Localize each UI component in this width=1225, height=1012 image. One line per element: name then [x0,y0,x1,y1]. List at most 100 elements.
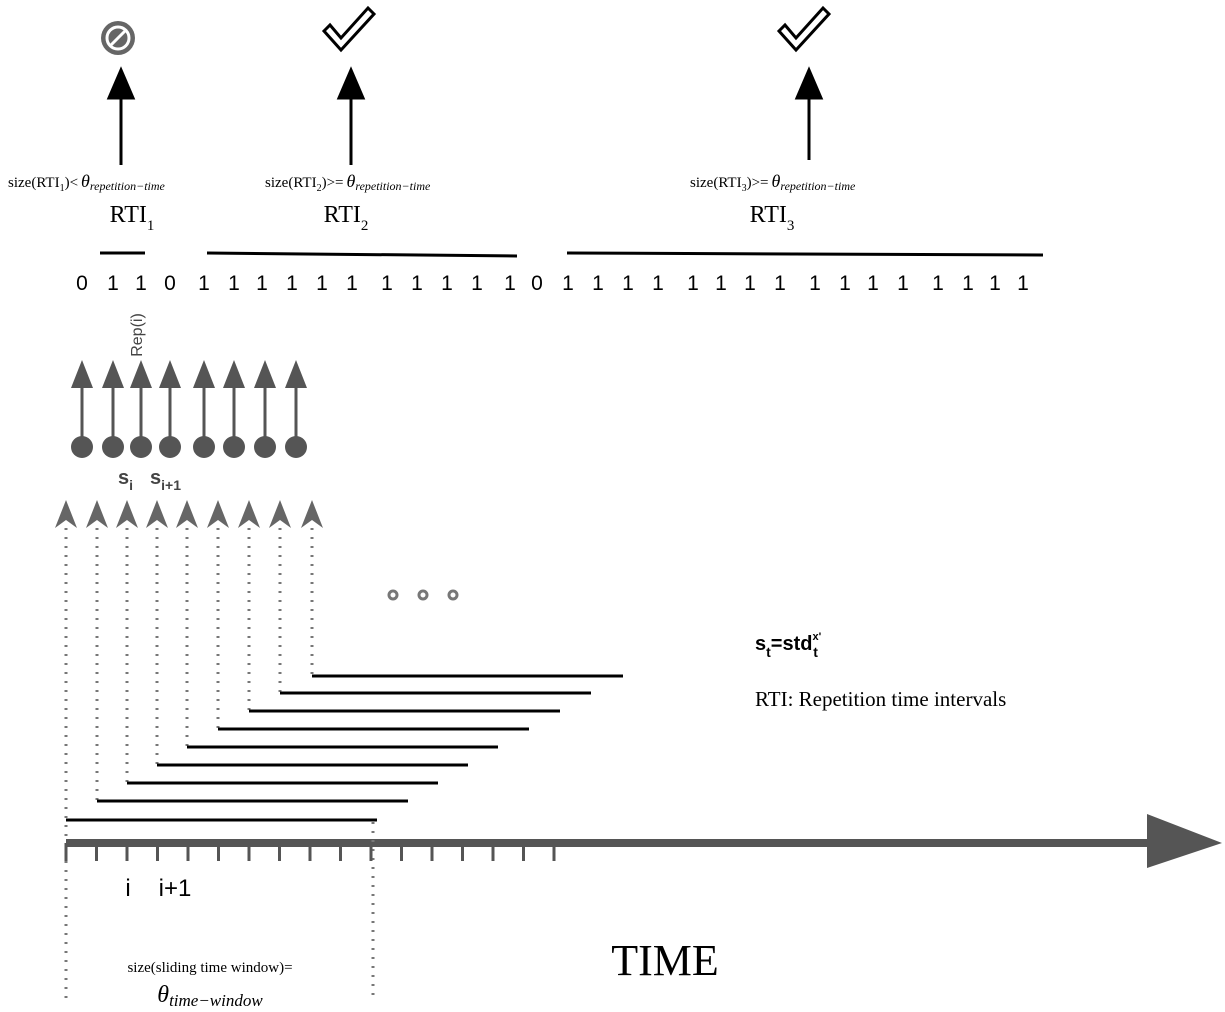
sequence-digit: 1 [962,272,974,295]
sequence-digit: 1 [316,272,328,295]
sequence-digit: 1 [687,272,699,295]
up-arrows [106,66,824,165]
window-arrowhead [146,500,168,528]
sequence-digit: 1 [346,272,358,295]
rep-arrowhead [130,360,152,388]
cond-theta: θ [347,171,356,191]
rti-bars [100,251,1044,258]
rti-name: RTI [110,202,147,228]
rep-dot [193,436,215,458]
rep-dot [159,436,181,458]
sequence-digit: 1 [441,272,453,295]
window-arrowhead [55,500,77,528]
sequence-digit: 1 [592,272,604,295]
sequence-digit: 1 [107,272,119,295]
window-arrowhead [301,500,323,528]
tick-label: i [125,875,130,902]
cond-theta-sub: repetition−time [355,179,431,193]
sequence-digit: 1 [228,272,240,295]
sequence-digit: 1 [256,272,268,295]
rep-arrowhead [102,360,124,388]
rep-dot [285,436,307,458]
s-i1: si+1 [150,467,181,493]
cond-prefix: size(RTI [265,175,317,191]
check-icon [776,5,832,53]
rep-arrowhead [159,360,181,388]
cond-theta: θ [81,171,90,191]
rep-arrowhead [254,360,276,388]
rep-arrowhead [71,360,93,388]
cond-prefix: size(RTI [8,175,60,191]
sequence-digit: 1 [622,272,634,295]
sequence-digit: 1 [839,272,851,295]
sequence-digit: 1 [381,272,393,295]
rti-index: 1 [147,218,155,234]
rti-name: RTI [324,202,361,228]
window-text: size(sliding time window)= [127,960,292,976]
sequence-digit: 1 [562,272,574,295]
rti-name: RTI [750,202,787,228]
window-arrowhead [176,500,198,528]
formula: st=stdx' t [755,631,822,660]
cond-relation: )< [65,175,78,191]
rep-dot [254,436,276,458]
sequence-digit: 0 [76,272,88,295]
window-arrowhead [116,500,138,528]
rep-arrowhead [285,360,307,388]
rti-index: 2 [361,218,369,234]
axis-title: TIME [611,936,719,985]
sequence-digit: 1 [774,272,786,295]
rti-condition: size(RTI2)>= θrepetition−time [265,171,431,194]
sequence-digit: 1 [867,272,879,295]
axis-arrow [1147,814,1222,868]
window-arrowhead [269,500,291,528]
sequence-digit: 1 [198,272,210,295]
sequence-digit: 1 [809,272,821,295]
reject-icon [101,21,135,55]
cond-prefix: size(RTI [690,175,742,191]
rep-dot [102,436,124,458]
rep-dot [223,436,245,458]
cond-theta-sub: repetition−time [780,179,856,193]
rep-dot [71,436,93,458]
sequence-digit: 1 [652,272,664,295]
sequence-digit: 1 [504,272,516,295]
cond-theta-sub: repetition−time [90,179,166,193]
legend: RTI: Repetition time intervals [755,687,1006,711]
rti-label: RTI2 [324,202,369,234]
sequence-digit: 1 [715,272,727,295]
cond-relation: )>= [322,175,344,191]
rti-label: RTI1 [110,202,155,234]
check-icon [321,5,377,53]
sequence-digit: 1 [989,272,1001,295]
sequence-digit: 1 [471,272,483,295]
sequence-digit: 1 [286,272,298,295]
rti-condition: size(RTI3)>= θrepetition−time [690,171,856,194]
sequence-digit: 1 [744,272,756,295]
sequence-digit: 1 [135,272,147,295]
cond-relation: )>= [747,175,769,191]
window-arrowhead [86,500,108,528]
sequence-digit: 0 [164,272,176,295]
rep-label: Rep(i) [129,313,146,357]
sequence-digit: 1 [411,272,423,295]
rep-dot [130,436,152,458]
sequence-digit: 1 [1017,272,1029,295]
rep-arrowhead [223,360,245,388]
ellipsis [387,589,459,601]
s-i: si [118,467,133,493]
cond-index: 3 [742,183,747,194]
rep-arrowhead [193,360,215,388]
window-arrowhead [207,500,229,528]
cond-index: 2 [317,183,322,194]
sequence-digit: 1 [932,272,944,295]
sequence-digit: 0 [531,272,543,295]
rti-index: 3 [787,218,795,234]
cond-index: 1 [60,183,65,194]
window-arrowhead [238,500,260,528]
rti-label: RTI3 [750,202,795,234]
tick-label: i+1 [159,875,192,902]
window-theta: θtime−window [157,982,263,1010]
cond-theta: θ [772,171,781,191]
